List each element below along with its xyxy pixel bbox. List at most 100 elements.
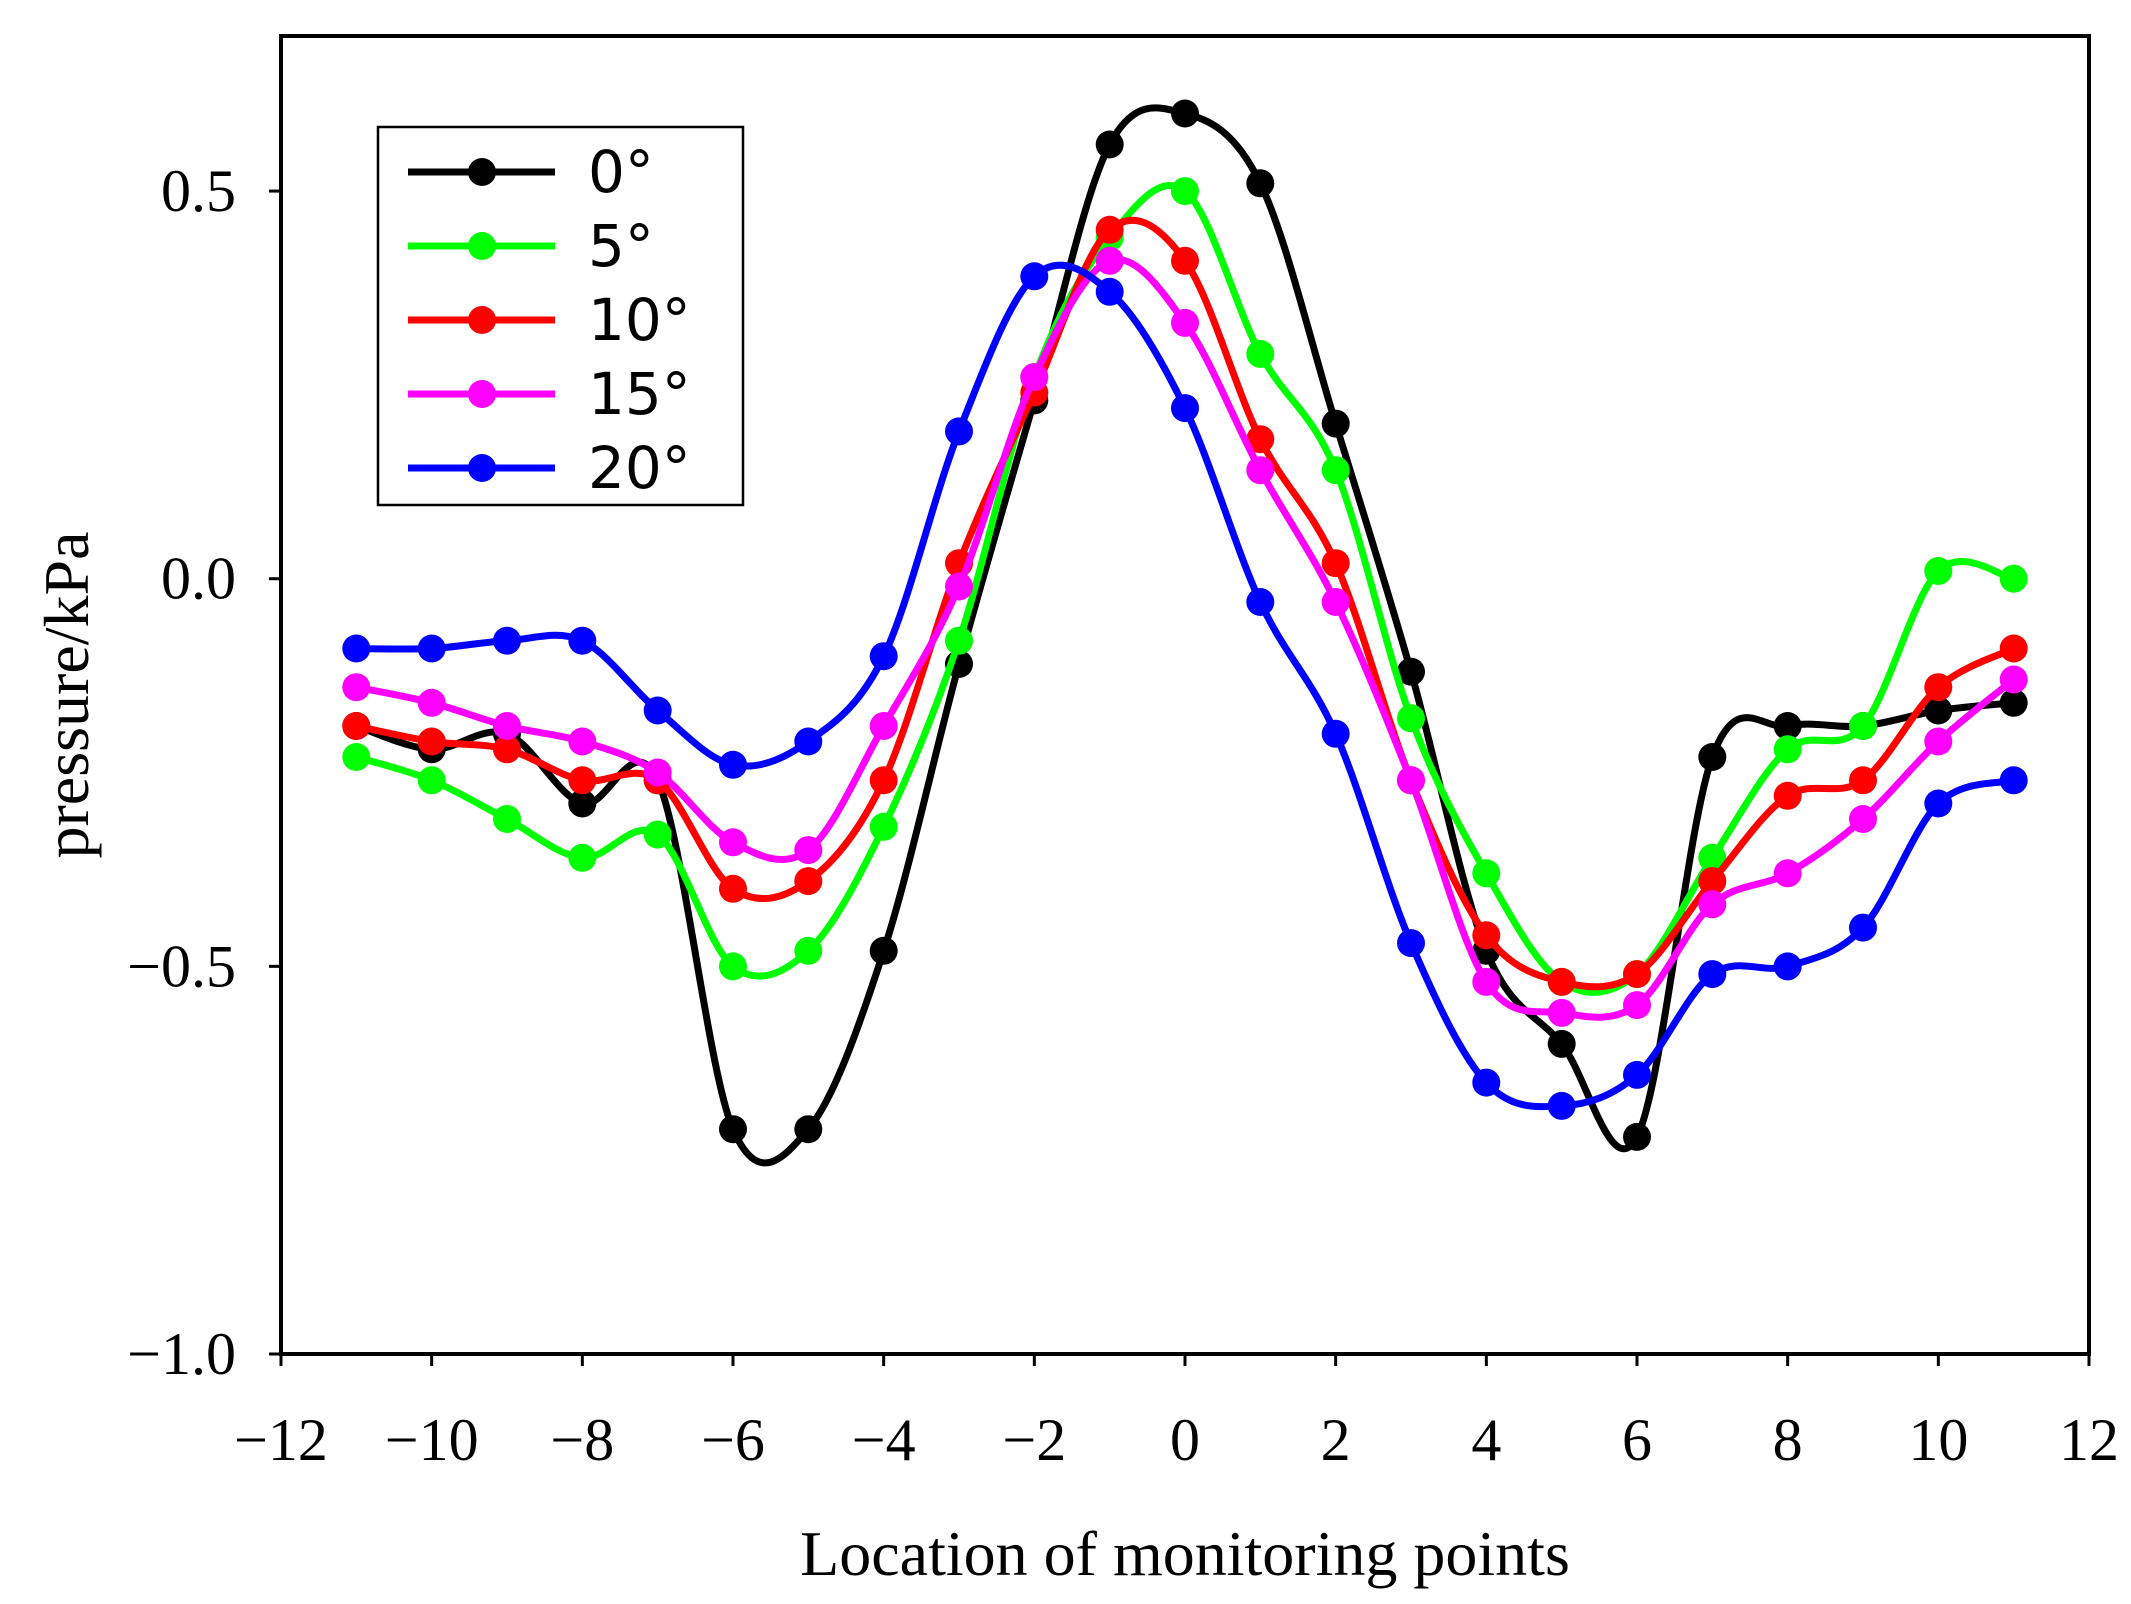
data-point	[794, 936, 823, 965]
data-point	[1698, 960, 1727, 989]
data-point	[1849, 913, 1877, 942]
data-point	[342, 743, 371, 771]
data-point	[1397, 657, 1425, 686]
data-point	[1171, 99, 1199, 128]
data-point	[1924, 727, 1953, 756]
x-tick-label: 8	[1773, 1407, 1803, 1473]
legend-label: 15°	[588, 360, 691, 428]
data-point	[1849, 766, 1877, 795]
legend-item: 10°	[408, 286, 691, 354]
data-point	[794, 836, 823, 865]
data-point	[794, 727, 823, 756]
data-point	[945, 417, 973, 446]
x-tick-label: −8	[550, 1407, 614, 1473]
data-point	[1171, 394, 1199, 423]
data-point	[869, 936, 898, 965]
data-point	[1623, 1060, 1651, 1089]
data-point	[1849, 712, 1877, 740]
data-point	[719, 1115, 747, 1144]
legend-item: 0°	[408, 138, 654, 206]
legend-label: 5°	[588, 212, 654, 280]
data-point	[1547, 998, 1576, 1027]
data-point	[1849, 805, 1877, 833]
data-point	[719, 952, 747, 981]
y-tick-label: 0.0	[161, 546, 236, 612]
data-point	[1472, 921, 1501, 950]
data-point	[568, 727, 597, 756]
data-point	[493, 626, 521, 655]
x-tick-label: 2	[1321, 1407, 1351, 1473]
data-point	[1020, 363, 1049, 392]
data-point	[945, 572, 973, 601]
legend-item: 20°	[408, 434, 691, 502]
data-point	[1623, 991, 1651, 1020]
x-tick-label: −2	[1002, 1407, 1066, 1473]
data-point	[1698, 743, 1727, 771]
legend-swatch-marker	[468, 380, 496, 408]
data-point	[342, 673, 371, 702]
data-point	[869, 812, 898, 841]
data-point	[1773, 781, 1802, 810]
x-tick-label: 0	[1170, 1407, 1200, 1473]
legend-swatch-marker	[468, 232, 496, 260]
y-tick-label: 0.5	[161, 158, 236, 224]
data-point	[1095, 277, 1124, 306]
legend-label: 10°	[588, 286, 691, 354]
data-point	[568, 789, 597, 818]
data-point	[493, 735, 521, 764]
data-point	[1773, 735, 1802, 764]
legend-swatch-marker	[468, 306, 496, 334]
data-point	[1321, 456, 1350, 485]
y-tick-label: −1.0	[127, 1321, 236, 1387]
x-tick-label: −12	[234, 1407, 328, 1473]
data-point	[1999, 688, 2028, 717]
axes: −12 −10 −8 −6 −4 −2 0 2 4 6 8 10 12 −1.0 −0.5 0.0 0.5	[127, 158, 2119, 1473]
data-point	[568, 626, 597, 655]
data-point	[1698, 843, 1727, 872]
series-line	[352, 182, 2018, 996]
data-point	[719, 828, 747, 857]
data-point	[342, 634, 371, 663]
x-tick-label: 4	[1471, 1407, 1501, 1473]
legend-box	[376, 125, 745, 507]
data-point	[1924, 789, 1953, 818]
data-point	[1472, 1068, 1501, 1097]
x-tick-label: 6	[1622, 1407, 1652, 1473]
data-point	[1246, 456, 1275, 485]
data-point	[719, 750, 747, 779]
data-point	[643, 820, 672, 849]
data-point	[1246, 169, 1275, 198]
x-tick-label: −10	[385, 1407, 479, 1473]
data-point	[1095, 130, 1124, 159]
data-point	[869, 642, 898, 671]
data-point	[1321, 588, 1350, 616]
data-point	[1472, 859, 1501, 888]
data-point	[1999, 665, 2028, 694]
data-point	[1698, 867, 1727, 896]
data-point	[1547, 1029, 1576, 1058]
data-point	[1246, 588, 1275, 616]
legend-item: 15°	[408, 360, 691, 428]
data-point	[1246, 425, 1275, 454]
data-point	[1171, 177, 1199, 206]
data-point	[1924, 696, 1953, 725]
data-point	[568, 766, 597, 795]
data-point	[493, 805, 521, 833]
legend-swatch-marker	[468, 454, 496, 482]
data-point	[568, 843, 597, 872]
data-point	[869, 712, 898, 740]
y-tick-label: −0.5	[127, 933, 236, 999]
data-point	[493, 712, 521, 740]
data-point	[1020, 262, 1049, 291]
y-axis-label: pressure/kPa	[31, 531, 102, 858]
data-point	[1321, 549, 1350, 578]
data-point	[1397, 766, 1425, 795]
data-point	[1171, 308, 1199, 337]
data-point	[1547, 1091, 1576, 1120]
data-point	[869, 766, 898, 795]
data-point	[1246, 339, 1275, 368]
legend-label: 0°	[588, 138, 654, 206]
x-tick-label: −4	[852, 1407, 916, 1473]
data-point	[1623, 1122, 1651, 1151]
